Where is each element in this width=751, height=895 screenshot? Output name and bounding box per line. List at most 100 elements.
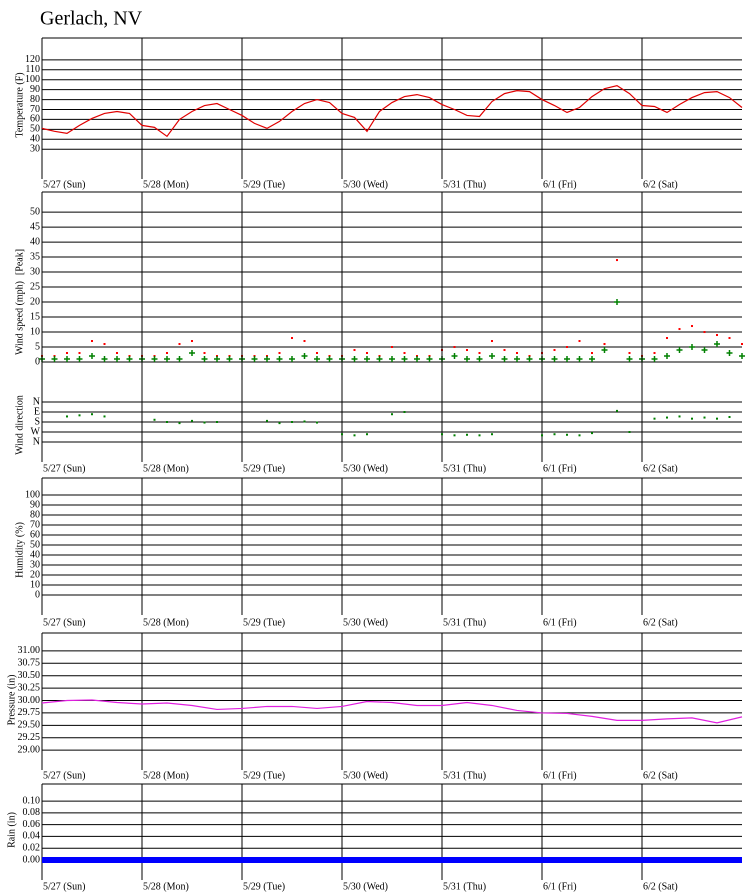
y-tick-label: 80 (30, 94, 40, 105)
x-tick-label: 5/30 (Wed) (343, 179, 388, 190)
y-tick-label: 40 (30, 236, 40, 247)
data-point (616, 259, 618, 262)
data-point (491, 433, 493, 436)
data-point (503, 349, 506, 352)
data-point (66, 415, 68, 418)
data-point (391, 413, 393, 416)
data-point (303, 340, 306, 343)
data-point (441, 433, 443, 436)
data-point (91, 340, 93, 343)
y-tick-label: 30 (30, 266, 40, 277)
data-point (103, 343, 106, 346)
y-tick-label: 10 (30, 579, 40, 590)
wind-point (489, 353, 495, 360)
y-tick-label: E (34, 406, 40, 417)
wind-point (501, 356, 508, 363)
y-tick-label: 70 (30, 519, 40, 530)
wind-point (739, 353, 745, 360)
data-line (41, 699, 743, 724)
data-point (166, 352, 168, 355)
y-tick-label: 0.02 (23, 842, 41, 853)
wind-point (601, 347, 608, 354)
data-point (291, 337, 293, 340)
y-tick-label: 60 (30, 529, 40, 540)
y-tick-label: 29.25 (18, 732, 41, 743)
y-axis-label: Wind speed (mph) (14, 281, 25, 355)
data-point (541, 434, 543, 437)
data-point (478, 434, 481, 437)
wind-point (164, 356, 170, 363)
y-tick-label: 29.50 (18, 720, 41, 731)
y-tick-label: N (33, 436, 40, 447)
wind-point (76, 356, 83, 363)
y-tick-label: 120 (25, 54, 40, 65)
data-point (178, 343, 181, 346)
y-tick-label: 15 (30, 311, 40, 322)
wind-point (176, 356, 183, 363)
data-point (203, 352, 206, 355)
wind-point (451, 353, 458, 360)
data-point (91, 413, 93, 416)
y-tick-label: 50 (30, 539, 40, 550)
y-tick-label: 0.06 (23, 819, 41, 830)
data-point (566, 346, 568, 349)
x-tick-label: 5/28 (Mon) (143, 770, 189, 781)
data-point (266, 419, 268, 422)
data-point (303, 420, 306, 423)
x-tick-label: 5/31 (Thu) (443, 179, 486, 190)
x-tick-label: 5/27 (Sun) (43, 881, 86, 892)
data-point (341, 433, 343, 436)
wind-point (89, 353, 95, 360)
x-tick-label: 5/27 (Sun) (43, 770, 86, 781)
wind-point (551, 356, 558, 363)
wind-point (276, 356, 283, 363)
y-tick-label: 40 (30, 134, 40, 145)
wind-point (289, 356, 295, 363)
y-tick-label: 29.75 (18, 707, 41, 718)
x-tick-label: 6/1 (Fri) (543, 463, 577, 474)
data-point (478, 352, 481, 355)
wind-point (414, 356, 420, 363)
wind-point (126, 356, 133, 363)
wind-point (101, 356, 108, 363)
wind-point (51, 356, 58, 363)
wind-point (301, 353, 308, 360)
data-point (666, 416, 668, 419)
y-axis-label: Humidity (%) (14, 522, 25, 578)
x-tick-label: 5/27 (Sun) (43, 463, 86, 474)
data-point (316, 421, 318, 424)
x-tick-label: 6/2 (Sat) (643, 179, 678, 190)
wind-point (651, 356, 658, 363)
x-tick-label: 5/28 (Mon) (143, 463, 189, 474)
wind-point (476, 356, 483, 363)
legend-label: [Peak] (14, 249, 25, 275)
wind-point (514, 356, 520, 363)
data-point (78, 414, 81, 417)
y-tick-label: 0 (35, 589, 40, 600)
y-tick-label: 30.75 (18, 658, 41, 669)
x-tick-label: 5/30 (Wed) (343, 617, 388, 628)
wind-point (326, 356, 333, 363)
x-tick-label: 5/28 (Mon) (143, 617, 189, 628)
wind-point (526, 356, 533, 363)
wind-point (464, 356, 470, 363)
y-tick-label: 30 (30, 559, 40, 570)
data-point (466, 433, 468, 436)
y-tick-label: 0.10 (23, 795, 41, 806)
wind-point (64, 356, 70, 363)
data-point (603, 343, 606, 346)
y-tick-label: 90 (30, 499, 40, 510)
data-point (66, 352, 68, 355)
y-tick-label: 20 (30, 296, 40, 307)
x-tick-label: 5/29 (Tue) (243, 179, 285, 190)
x-tick-label: 6/1 (Fri) (543, 770, 577, 781)
data-point (566, 433, 568, 436)
data-point (366, 352, 368, 355)
y-tick-label: 0 (35, 356, 40, 367)
y-tick-label: 100 (25, 489, 40, 500)
wind-point (201, 356, 208, 363)
data-point (191, 419, 193, 422)
y-tick-label: 0.00 (23, 854, 41, 865)
data-point (291, 421, 293, 423)
